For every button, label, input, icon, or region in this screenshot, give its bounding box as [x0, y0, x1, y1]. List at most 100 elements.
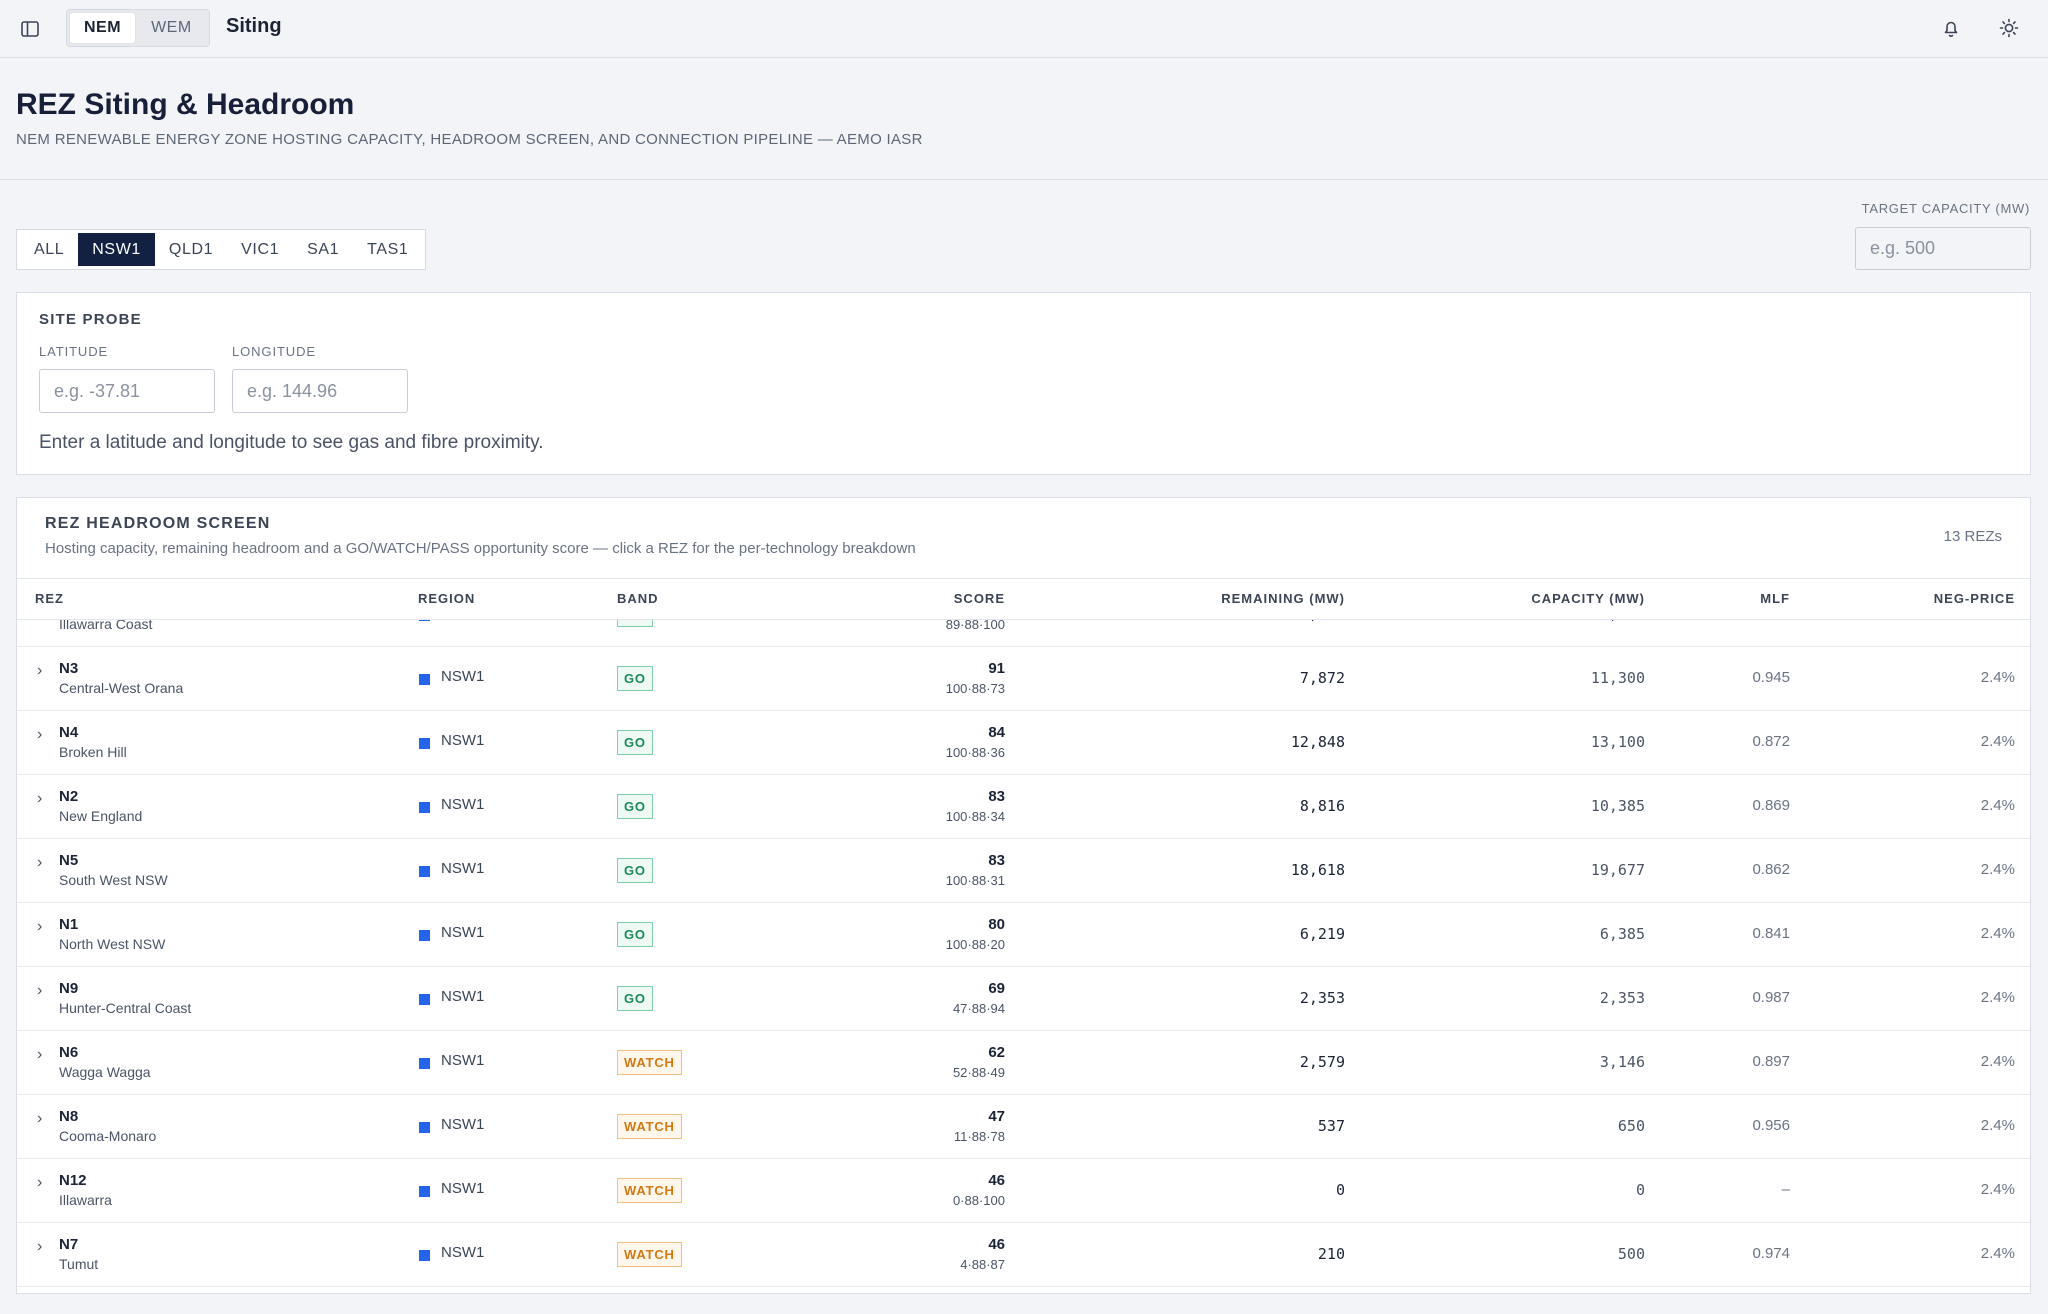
rez-name: Central-West Orana: [59, 680, 184, 696]
chevron-right-icon[interactable]: ›: [37, 790, 43, 807]
region-label: NSW1: [441, 668, 485, 685]
mlf-value: –: [1782, 620, 1790, 622]
site-probe-hint: Enter a latitude and longitude to see ga…: [39, 432, 544, 453]
remaining-mw: 210: [1317, 1245, 1345, 1263]
neg-price-value: 2.4%: [1980, 1117, 2015, 1134]
page-title: REZ Siting & Headroom: [16, 88, 355, 121]
rez-name: Cooma-Monaro: [59, 1128, 157, 1144]
band-badge: WATCH: [617, 1114, 682, 1139]
table-row[interactable]: › N1 North West NSW NSW1 GO 80 100·88·20…: [17, 903, 2030, 967]
table-row[interactable]: › Illawarra Coast NSW1 GO 92 89·88·100 4…: [17, 620, 2030, 647]
mlf-value: 0.974: [1752, 1245, 1790, 1262]
region-tab-qld1[interactable]: QLD1: [168, 240, 214, 258]
table-row[interactable]: › N2 New England NSW1 GO 83 100·88·34 8,…: [17, 775, 2030, 839]
region-label: NSW1: [441, 1244, 485, 1261]
region-tab-vic1[interactable]: VIC1: [241, 240, 280, 258]
score-detail: 100·88·20: [945, 937, 1005, 952]
region-label: NSW1: [441, 1116, 485, 1133]
region-tab-nsw1[interactable]: NSW1: [78, 233, 155, 266]
neg-price-value: 2.4%: [1980, 1181, 2015, 1198]
chevron-right-icon[interactable]: ›: [37, 662, 43, 679]
table-row[interactable]: › N5 South West NSW NSW1 GO 83 100·88·31…: [17, 839, 2030, 903]
score-value: 46: [988, 1172, 1005, 1189]
region-label: NSW1: [441, 988, 485, 1005]
score-value: 62: [988, 1044, 1005, 1061]
capacity-mw: 4,452: [1600, 620, 1645, 623]
bell-icon[interactable]: [1938, 15, 1964, 41]
sun-icon[interactable]: [1996, 15, 2022, 41]
table-row[interactable]: › N8 Cooma-Monaro NSW1 WATCH 47 11·88·78…: [17, 1095, 2030, 1159]
page-subtitle: NEM RENEWABLE ENERGY ZONE HOSTING CAPACI…: [16, 131, 923, 148]
table-row[interactable]: › N7 Tumut NSW1 WATCH 46 4·88·87 210 500…: [17, 1223, 2030, 1287]
market-switch: NEM WEM: [66, 9, 210, 47]
column-header-neg-price[interactable]: NEG-PRICE: [1933, 591, 2015, 606]
rez-name: North West NSW: [59, 936, 166, 952]
neg-price-value: 2.4%: [1980, 669, 2015, 686]
table-header: REZ REGION BAND SCORE REMAINING (MW) CAP…: [17, 578, 2030, 620]
band-badge: GO: [617, 986, 653, 1011]
capacity-mw: 13,100: [1590, 733, 1645, 751]
column-header-rez[interactable]: REZ: [35, 591, 64, 606]
neg-price-value: 2.4%: [1980, 989, 2015, 1006]
chevron-right-icon[interactable]: ›: [37, 1174, 43, 1191]
region-tab-sa1[interactable]: SA1: [307, 240, 340, 258]
remaining-mw: 12,848: [1290, 733, 1345, 751]
chevron-right-icon[interactable]: ›: [37, 982, 43, 999]
capacity-mw: 0: [1635, 1181, 1645, 1199]
band-badge: WATCH: [617, 1050, 682, 1075]
rez-name: Broken Hill: [59, 744, 127, 760]
market-tab-nem[interactable]: NEM: [70, 13, 136, 43]
market-tab-wem[interactable]: WEM: [151, 19, 192, 36]
sidebar-panel-icon[interactable]: [18, 17, 42, 41]
chevron-right-icon[interactable]: ›: [37, 1238, 43, 1255]
remaining-mw: 18,618: [1290, 861, 1345, 879]
region-tab-tas1[interactable]: TAS1: [367, 240, 409, 258]
latitude-input[interactable]: [39, 369, 215, 413]
chevron-right-icon[interactable]: ›: [37, 1046, 43, 1063]
mlf-value: 0.869: [1752, 797, 1790, 814]
region-label: NSW1: [441, 732, 485, 749]
chevron-right-icon[interactable]: ›: [37, 854, 43, 871]
column-header-capacity[interactable]: CAPACITY (MW): [1531, 591, 1645, 606]
longitude-input[interactable]: [232, 369, 408, 413]
rez-code: N3: [59, 660, 79, 677]
site-probe-title: SITE PROBE: [39, 311, 142, 328]
region-label: NSW1: [441, 1052, 485, 1069]
rez-code: N12: [59, 1172, 87, 1189]
neg-price-value: 2.4%: [1980, 797, 2015, 814]
column-header-region[interactable]: REGION: [418, 591, 476, 606]
region-tab-all[interactable]: ALL: [34, 240, 65, 258]
chevron-right-icon[interactable]: ›: [37, 726, 43, 743]
remaining-mw: 8,816: [1299, 797, 1345, 815]
score-detail: 52·88·49: [952, 1065, 1005, 1080]
table-row[interactable]: › N3 Central-West Orana NSW1 GO 91 100·8…: [17, 647, 2030, 711]
target-capacity-input[interactable]: [1855, 227, 2031, 270]
rez-code: N6: [59, 1044, 79, 1061]
chevron-right-icon[interactable]: ›: [37, 918, 43, 935]
chevron-right-icon[interactable]: ›: [37, 1110, 43, 1127]
column-header-band[interactable]: BAND: [617, 591, 659, 606]
remaining-mw: 7,872: [1299, 669, 1345, 687]
column-header-score[interactable]: SCORE: [953, 591, 1005, 606]
band-badge: WATCH: [617, 1178, 682, 1203]
table-row[interactable]: › N9 Hunter-Central Coast NSW1 GO 69 47·…: [17, 967, 2030, 1031]
table-body[interactable]: › Illawarra Coast NSW1 GO 92 89·88·100 4…: [17, 620, 2030, 1293]
headroom-description: Hosting capacity, remaining headroom and…: [45, 540, 916, 557]
headroom-screen-card: REZ HEADROOM SCREEN Hosting capacity, re…: [16, 497, 2031, 1294]
column-header-mlf[interactable]: MLF: [1760, 591, 1790, 606]
column-header-remaining[interactable]: REMAINING (MW): [1221, 591, 1345, 606]
capacity-mw: 650: [1617, 1117, 1645, 1135]
remaining-mw: 2,579: [1299, 1053, 1345, 1071]
site-probe-card: SITE PROBE LATITUDE LONGITUDE Enter a la…: [16, 292, 2031, 475]
latitude-label: LATITUDE: [39, 344, 109, 359]
region-label: NSW1: [441, 620, 484, 621]
neg-price-value: 2.4%: [1981, 620, 2015, 622]
region-swatch: [419, 994, 430, 1005]
table-row[interactable]: › N4 Broken Hill NSW1 GO 84 100·88·36 12…: [17, 711, 2030, 775]
table-row[interactable]: › N12 Illawarra NSW1 WATCH 46 0·88·100 0…: [17, 1159, 2030, 1223]
table-row[interactable]: › N6 Wagga Wagga NSW1 WATCH 62 52·88·49 …: [17, 1031, 2030, 1095]
region-label: NSW1: [441, 1180, 485, 1197]
region-swatch: [419, 930, 430, 941]
capacity-mw: 10,385: [1590, 797, 1645, 815]
capacity-mw: 3,146: [1599, 1053, 1645, 1071]
